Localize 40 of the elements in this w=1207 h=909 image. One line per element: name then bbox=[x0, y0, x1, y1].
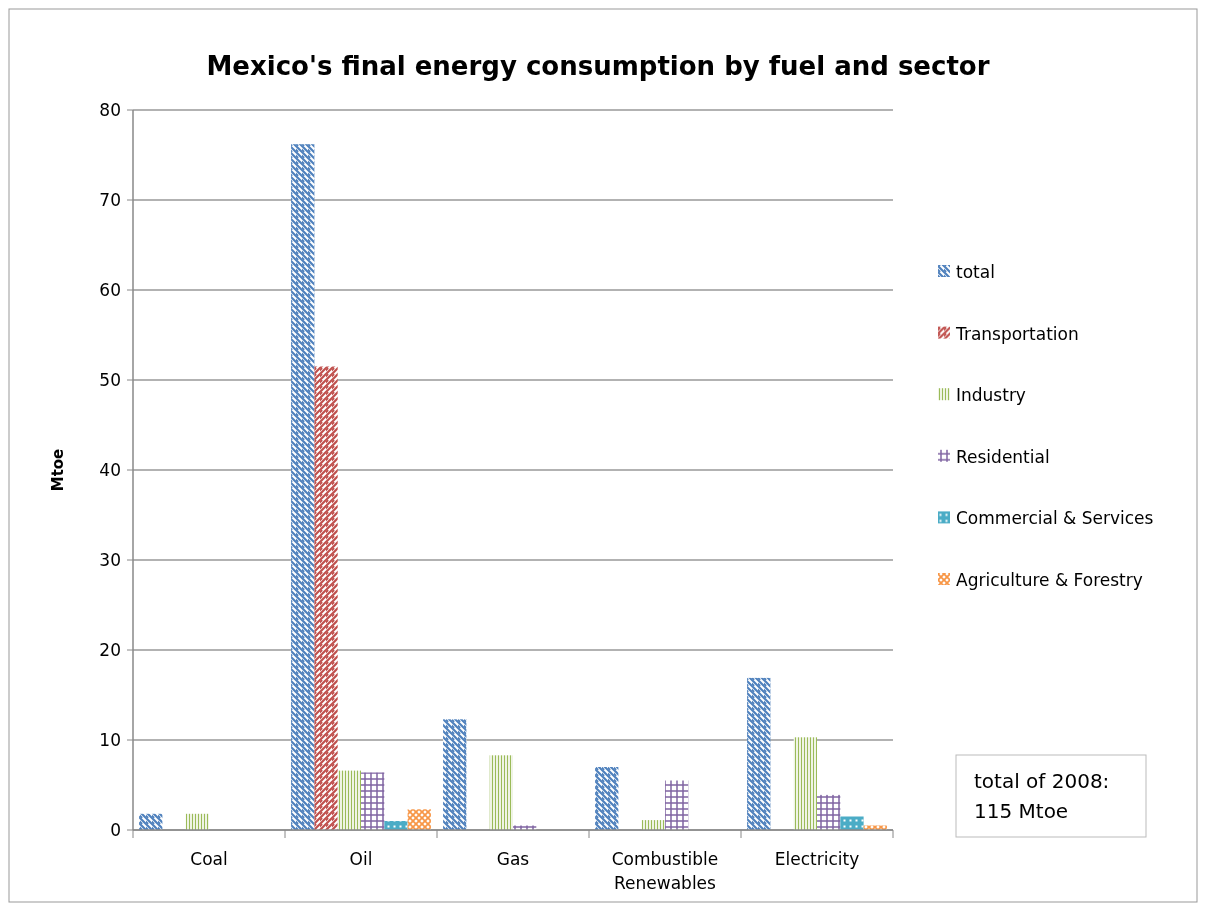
chart-title: Mexico's final energy consumption by fuel and sector bbox=[206, 51, 990, 81]
y-tick-label: 50 bbox=[99, 369, 121, 390]
y-tick-label: 60 bbox=[99, 279, 121, 300]
bar bbox=[817, 794, 841, 830]
legend-label: total bbox=[956, 261, 995, 282]
bar bbox=[361, 772, 385, 830]
y-tick-label: 40 bbox=[99, 459, 121, 480]
bar bbox=[443, 719, 467, 830]
y-tick-label: 0 bbox=[110, 819, 121, 840]
legend-label: Commercial & Services bbox=[956, 508, 1154, 529]
bar bbox=[384, 821, 408, 830]
bar bbox=[337, 770, 361, 830]
x-tick-label: Gas bbox=[496, 849, 530, 869]
bar bbox=[747, 677, 771, 830]
x-tick-label: Coal bbox=[190, 849, 228, 869]
x-tick-label: Oil bbox=[349, 849, 373, 869]
bar bbox=[840, 816, 864, 830]
bar bbox=[665, 780, 689, 830]
bar bbox=[489, 755, 513, 830]
y-tick-label: 30 bbox=[99, 549, 121, 570]
bar bbox=[595, 767, 619, 830]
x-tick-label: Electricity bbox=[774, 849, 860, 869]
legend-label: Agriculture & Forestry bbox=[956, 569, 1143, 590]
y-tick-label: 70 bbox=[99, 189, 121, 210]
text: total of 2008: 115 Mtoe bbox=[974, 769, 1110, 823]
bar bbox=[185, 813, 209, 830]
bar bbox=[314, 366, 338, 830]
y-tick-label: 80 bbox=[99, 99, 121, 120]
bar bbox=[793, 737, 817, 830]
y-tick-label: 10 bbox=[99, 729, 121, 750]
bar bbox=[641, 820, 665, 830]
y-axis-title: Mtoe bbox=[49, 448, 67, 492]
bar bbox=[139, 813, 163, 830]
legend-label: Industry bbox=[956, 385, 1026, 406]
bar bbox=[291, 144, 315, 830]
x-tick-label: Combustible Renewables bbox=[611, 849, 719, 893]
legend-label: Residential bbox=[956, 446, 1050, 467]
bar bbox=[407, 809, 431, 830]
y-tick-label: 20 bbox=[99, 639, 121, 660]
legend-label: Transportation bbox=[955, 323, 1079, 344]
